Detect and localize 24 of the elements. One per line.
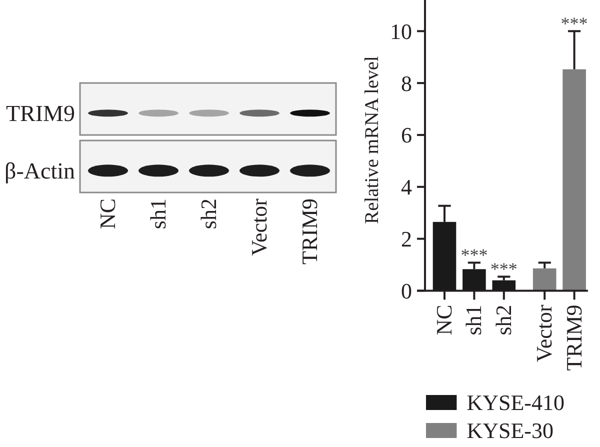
x-tick-label: Vector [532,304,557,362]
y-tick-label: 4 [401,174,412,200]
category-label: NC [95,198,120,230]
legend-label: KYSE-30 [466,418,554,443]
category-label: TRIM9 [6,101,75,126]
category-label: TRIM9 [297,198,322,264]
category-label: sh1 [146,198,170,230]
y-axis-title: Relative mRNA level [362,55,383,224]
x-tick-label: sh2 [490,304,516,336]
y-tick-label: 0 [401,278,412,304]
x-tick-label: NC [432,304,456,336]
category-label: β-Actin [4,158,75,184]
category-label: sh2 [196,198,221,230]
y-tick-label: 2 [401,226,412,252]
annotation: *** [560,14,588,34]
y-tick-label: 6 [401,122,412,148]
legend-label: KYSE-410 [466,390,564,415]
y-tick-label: 8 [401,70,412,96]
annotation: *** [490,259,518,280]
x-tick-label: TRIM9 [561,304,586,371]
y-tick-label: 10 [390,18,412,44]
annotation: *** [460,245,488,266]
x-tick-label: sh1 [461,304,486,336]
category-label: Vector [246,198,272,256]
